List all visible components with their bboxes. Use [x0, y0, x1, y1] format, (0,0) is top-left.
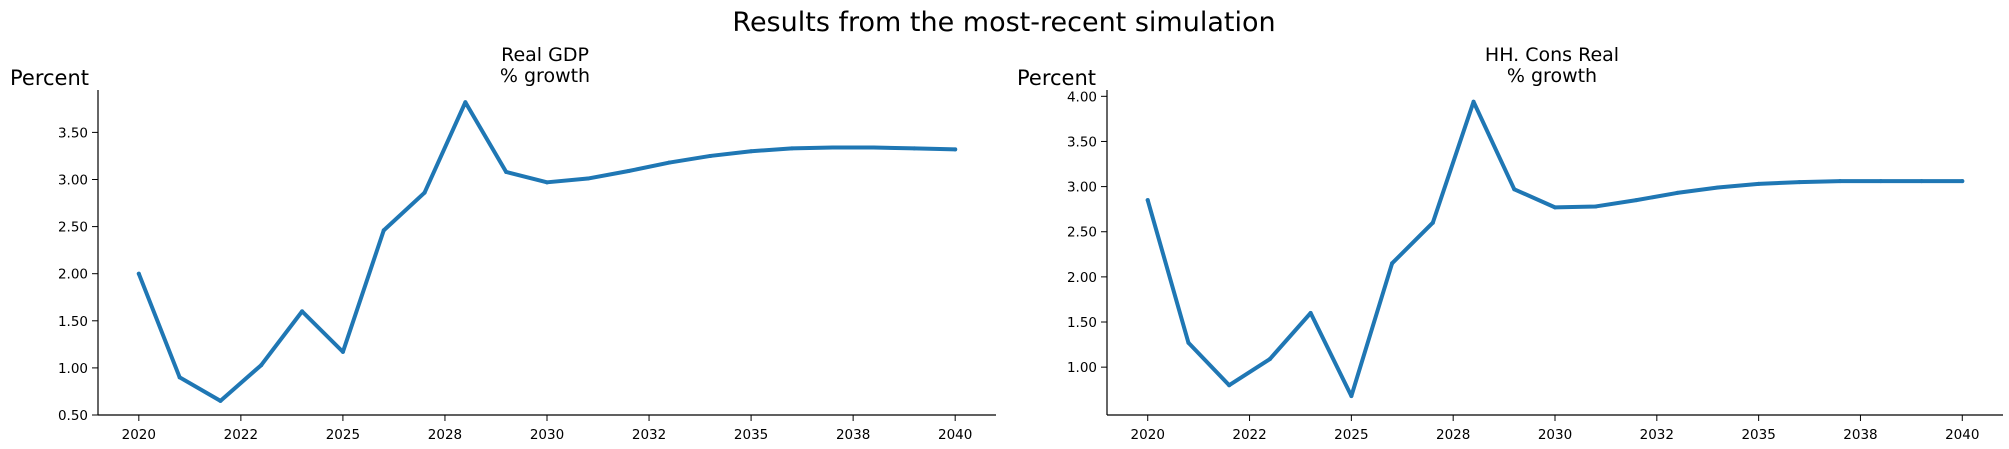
- data-point: [340, 349, 345, 354]
- data-point: [300, 309, 305, 314]
- data-point: [1227, 383, 1232, 388]
- data-point: [912, 146, 917, 151]
- data-point: [1512, 187, 1517, 192]
- y-tick-label: 1.00: [58, 361, 88, 377]
- y-axis-label: Percent: [1017, 66, 1096, 90]
- data-point: [1430, 220, 1435, 225]
- y-tick-label: 2.00: [58, 267, 88, 283]
- x-tick-label: 2025: [326, 427, 360, 443]
- x-tick-label: 2030: [1538, 427, 1572, 443]
- data-point: [1715, 185, 1720, 190]
- series-line: [1145, 99, 1965, 399]
- y-tick-label: 1.00: [1067, 360, 1097, 376]
- chart-title-line-2: % growth: [1507, 65, 1597, 87]
- y-tick-label: 1.50: [1067, 315, 1097, 331]
- chart-title-line-1: HH. Cons Real: [1485, 44, 1619, 66]
- data-point: [789, 146, 794, 151]
- data-point: [1797, 180, 1802, 185]
- data-point: [422, 190, 427, 195]
- chart-title-line-1: Real GDP: [501, 44, 589, 66]
- data-point: [545, 180, 549, 185]
- data-point: [177, 375, 182, 380]
- data-point: [1349, 394, 1354, 399]
- y-tick-label: 2.50: [1067, 225, 1097, 241]
- data-point: [749, 149, 754, 154]
- data-point: [1960, 179, 1965, 184]
- x-tick-label: 2032: [632, 427, 666, 443]
- y-axis-label: Percent: [10, 66, 89, 90]
- chart-panel-real-gdp: Real GDP % growth Percent 0.50 1.00 1.50 2.…: [10, 44, 996, 443]
- data-point: [259, 363, 264, 368]
- x-tick-label: 2020: [122, 427, 156, 443]
- data-point: [1553, 205, 1557, 210]
- data-point: [218, 398, 223, 403]
- y-tick-label: 4.00: [1067, 89, 1097, 105]
- x-tick-label: 2028: [1436, 427, 1470, 443]
- data-point: [1390, 261, 1395, 266]
- chart-panel-hh-cons-real: HH. Cons Real % growth Percent 1.00 1.50 2…: [1017, 44, 2003, 443]
- data-point: [504, 169, 509, 174]
- y-tick-label: 3.00: [58, 172, 88, 188]
- x-tick-label: 2032: [1640, 427, 1674, 443]
- y-tick-label: 3.50: [58, 125, 88, 141]
- x-tick-label: 2038: [1843, 427, 1877, 443]
- data-point: [1634, 198, 1639, 203]
- x-tick-label: 2038: [836, 427, 870, 443]
- data-point: [1145, 198, 1150, 203]
- data-point: [708, 153, 713, 158]
- figure-suptitle: Results from the most-recent simulation: [732, 7, 1275, 38]
- data-point: [1838, 179, 1843, 184]
- data-point: [953, 147, 958, 152]
- x-tick-label: 2040: [1945, 427, 1979, 443]
- data-point: [1267, 357, 1272, 362]
- x-tick-label: 2028: [428, 427, 462, 443]
- x-tick-label: 2035: [1741, 427, 1775, 443]
- x-tick-label: 2030: [530, 427, 564, 443]
- y-tick-label: 3.00: [1067, 180, 1097, 196]
- data-point: [136, 271, 141, 276]
- data-point: [1308, 310, 1313, 315]
- y-tick-label: 0.50: [58, 408, 88, 424]
- data-point: [463, 100, 468, 105]
- y-tick-label: 3.50: [1067, 134, 1097, 150]
- x-tick-label: 2035: [734, 427, 768, 443]
- x-tick-label: 2020: [1131, 427, 1165, 443]
- data-point: [381, 228, 386, 233]
- data-point: [667, 160, 672, 165]
- x-tick-label: 2022: [224, 427, 258, 443]
- data-point: [871, 145, 876, 150]
- data-point: [585, 176, 590, 181]
- data-point: [1675, 190, 1680, 195]
- data-point: [830, 145, 835, 150]
- x-tick-label: 2040: [938, 427, 972, 443]
- chart-title-line-2: % growth: [500, 65, 590, 87]
- y-tick-label: 2.00: [1067, 270, 1097, 286]
- data-point: [626, 169, 631, 174]
- x-tick-label: 2022: [1232, 427, 1266, 443]
- data-point: [1471, 99, 1476, 104]
- x-tick-label: 2025: [1334, 427, 1368, 443]
- y-tick-label: 2.50: [58, 220, 88, 236]
- data-point: [1756, 181, 1761, 186]
- data-point: [1878, 179, 1883, 184]
- data-point: [1186, 340, 1191, 345]
- data-point: [1919, 179, 1924, 184]
- y-tick-label: 1.50: [58, 314, 88, 330]
- data-point: [1593, 204, 1598, 209]
